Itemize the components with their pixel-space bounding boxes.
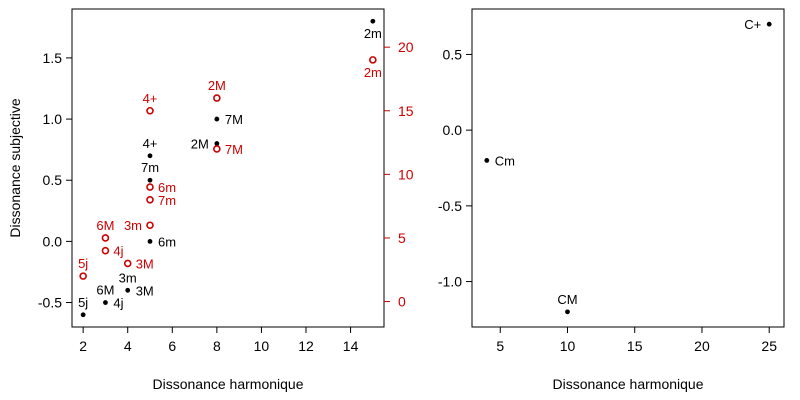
left-y-tick-label: 1.5 <box>43 50 63 66</box>
right-x-tick-label: 15 <box>627 338 643 354</box>
left-y-axis-label: Dissonance subjective <box>7 98 23 238</box>
left-point-label: 3m <box>124 218 142 233</box>
left-series-1-point <box>101 246 110 255</box>
right-series-0-point <box>565 309 570 315</box>
left-point-label: 3M <box>136 283 154 298</box>
left-y-tick-label: 0.5 <box>43 172 63 188</box>
right-x-tick-label: 25 <box>761 338 777 354</box>
left-series-1-point <box>213 94 221 102</box>
left-point-label: 2m <box>364 65 382 80</box>
left-series-1-point <box>79 272 87 280</box>
left-point-label: 2M <box>191 137 209 152</box>
left-series-0-point <box>370 18 376 24</box>
right-data-marks: C+ Cm CM <box>484 17 772 315</box>
left-plot-frame <box>71 8 385 328</box>
left-series-1-point <box>101 234 110 242</box>
left-series-1-point <box>146 196 154 204</box>
right-series-0-point <box>484 158 490 163</box>
right-panel: 5 10 15 20 25 -1.0 -0.5 0.0 0.5 C+ Cm CM Dissonan… <box>438 8 785 392</box>
right-point-label: CM <box>557 292 577 307</box>
right-y-tick-label: 0.0 <box>443 122 463 138</box>
left-point-label: 4+ <box>143 136 158 151</box>
right-y-tick-label: -1.0 <box>438 274 462 290</box>
left-series-0-point <box>147 153 153 159</box>
left-series-1-point <box>123 259 132 268</box>
left-y2-tick-label: 5 <box>398 230 406 246</box>
left-y-tick-label: 0.0 <box>43 233 63 249</box>
left-x-tick-label: 6 <box>168 338 176 354</box>
left-point-label: 6m <box>158 234 176 249</box>
left-series-1-point <box>146 106 154 115</box>
left-point-label: 2m <box>364 26 382 41</box>
right-point-label: Cm <box>495 153 515 168</box>
left-x-tick-label: 4 <box>124 338 132 354</box>
left-y-tick-label: -0.5 <box>38 295 62 311</box>
right-y-tick-label: 0.5 <box>443 46 463 62</box>
left-y2-tick-label: 10 <box>398 166 414 182</box>
left-point-label: 3m <box>119 270 137 285</box>
left-series-1-point <box>213 145 221 153</box>
left-point-label: 6M <box>96 218 114 233</box>
right-x-tick-label: 20 <box>694 338 710 354</box>
left-secondary-y-axis-ticks: 0 5 10 15 20 <box>384 39 414 310</box>
left-point-label: 7M <box>225 142 243 157</box>
left-x-tick-label: 10 <box>254 338 270 354</box>
right-x-axis-label: Dissonance harmonique <box>553 376 704 392</box>
left-x-axis-ticks: 2 4 6 8 10 12 14 <box>79 327 359 354</box>
left-series-0-point <box>80 312 86 318</box>
left-point-label: 4j <box>113 244 123 259</box>
left-y-axis-ticks: -0.5 0.0 0.5 1.0 1.5 <box>38 50 72 311</box>
left-point-label: 7M <box>225 112 243 127</box>
right-x-tick-label: 10 <box>560 338 576 354</box>
left-y2-tick-label: 15 <box>398 103 414 119</box>
left-series-0-point <box>125 287 131 293</box>
left-point-label: 6M <box>96 283 114 298</box>
left-data-marks: 2m7M2M4+7m6m3m3M6M4j5j2m2M4+7M6m7m3m6M4j… <box>78 18 382 318</box>
left-point-label: 4j <box>113 296 123 311</box>
left-series-1-point <box>146 221 154 230</box>
left-point-label: 5j <box>78 256 88 271</box>
left-point-label: 4+ <box>143 91 158 106</box>
left-point-label: 7m <box>158 193 176 208</box>
left-x-tick-label: 2 <box>79 338 87 354</box>
right-y-tick-label: -0.5 <box>438 198 462 214</box>
left-series-0-point <box>214 141 220 146</box>
left-point-label: 5j <box>78 295 88 310</box>
left-series-1-point <box>146 183 154 191</box>
right-y-axis-ticks: -1.0 -0.5 0.0 0.5 <box>438 46 472 290</box>
left-point-label: 2M <box>208 78 226 93</box>
left-point-label: 7m <box>141 160 159 175</box>
left-y2-tick-label: 20 <box>398 39 414 55</box>
left-series-0-point <box>214 116 220 122</box>
right-x-axis-ticks: 5 10 15 20 25 <box>496 327 777 354</box>
right-point-label: C+ <box>744 17 761 32</box>
right-plot-frame <box>471 8 785 328</box>
left-x-axis-label: Dissonance harmonique <box>153 376 304 392</box>
left-x-tick-label: 14 <box>343 338 359 354</box>
left-series-0-point <box>147 177 153 183</box>
left-panel: 2 4 6 8 10 12 14 -0.5 0.0 0.5 1.0 1.5 0 5 10 15 20 2m 7… <box>7 8 414 392</box>
left-y2-tick-label: 0 <box>398 294 406 310</box>
left-series-0-point <box>147 238 153 244</box>
right-x-tick-label: 5 <box>496 338 504 354</box>
left-x-tick-label: 8 <box>213 338 221 354</box>
left-series-1-point <box>369 56 377 64</box>
left-x-tick-label: 12 <box>298 338 314 354</box>
left-point-label: 3M <box>136 256 154 271</box>
right-series-0-point <box>766 21 772 27</box>
left-series-0-point <box>103 300 108 305</box>
left-point-label: 6m <box>158 180 176 195</box>
left-y-tick-label: 1.0 <box>43 111 63 127</box>
